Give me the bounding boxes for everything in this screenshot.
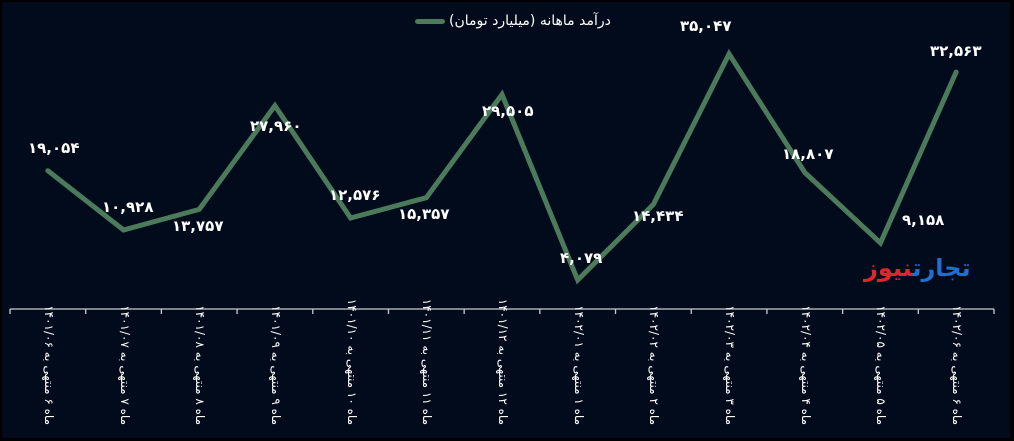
x-axis-label: ماه ۳ منتهی به ۱۴۰۲/۰۳ bbox=[723, 305, 738, 425]
legend-label: درآمد ماهانه (میلیارد تومان) bbox=[449, 13, 611, 29]
x-axis bbox=[9, 308, 995, 314]
data-label: ۱۴,۴۳۴ bbox=[632, 207, 684, 225]
data-label: ۱۹,۰۵۴ bbox=[28, 139, 80, 157]
data-label: ۱۵,۳۵۷ bbox=[398, 205, 450, 223]
data-label: ۳۵,۰۴۷ bbox=[680, 17, 732, 35]
watermark-logo: تجارتنیوز bbox=[864, 254, 971, 282]
x-axis-label: ماه ۵ منتهی به ۱۴۰۲/۰۵ bbox=[874, 305, 889, 425]
data-label: ۱۲,۵۷۶ bbox=[329, 186, 381, 204]
x-axis-label: ماه ۹ منتهی به ۱۴۰۱/۰۹ bbox=[268, 305, 283, 425]
data-label: ۲۹,۵۰۵ bbox=[482, 102, 534, 120]
x-axis-label: ماه ۴ منتهی به ۱۴۰۲/۰۴ bbox=[798, 305, 813, 425]
data-label: ۱۰,۹۲۸ bbox=[102, 198, 154, 216]
data-label: ۲۷,۹۶۰ bbox=[250, 117, 302, 135]
x-axis-label: ماه ۱۰ منتهی به ۱۴۰۱/۱۰ bbox=[344, 298, 359, 425]
logo-part-news: نیوز bbox=[864, 254, 913, 282]
legend-line-swatch bbox=[415, 18, 445, 24]
x-axis-label: ماه ۷ منتهی به ۱۴۰۱/۰۷ bbox=[117, 305, 132, 425]
data-label: ۴,۰۷۹ bbox=[560, 249, 603, 267]
x-axis-label: ماه ۶ منتهی به ۱۴۰۲/۰۶ bbox=[950, 305, 965, 425]
x-axis-label: ماه ۱۲ منتهی به ۱۴۰۱/۱۲ bbox=[496, 298, 510, 425]
x-axis-label: ماه ۸ منتهی به ۱۴۰۱/۰۸ bbox=[193, 305, 208, 425]
data-label: ۹,۱۵۸ bbox=[902, 211, 945, 229]
chart-legend: درآمد ماهانه (میلیارد تومان) bbox=[415, 10, 611, 32]
logo-part-tejarat: تجارت bbox=[912, 254, 971, 282]
x-axis-label: ماه ۱۱ منتهی به ۱۴۰۱/۱۱ bbox=[420, 298, 435, 425]
x-axis-label: ماه ۱ منتهی به ۱۴۰۲/۰۱ bbox=[571, 305, 586, 425]
x-axis-label: ماه ۶ منتهی به ۱۴۰۱/۰۶ bbox=[41, 305, 56, 425]
data-label: ۱۳,۷۵۷ bbox=[172, 217, 224, 235]
data-label: ۳۲,۵۶۳ bbox=[930, 42, 982, 60]
data-label: ۱۸,۸۰۷ bbox=[782, 145, 834, 163]
x-axis-label: ماه ۲ منتهی به ۱۴۰۲/۰۲ bbox=[647, 305, 662, 425]
revenue-line bbox=[45, 48, 959, 285]
